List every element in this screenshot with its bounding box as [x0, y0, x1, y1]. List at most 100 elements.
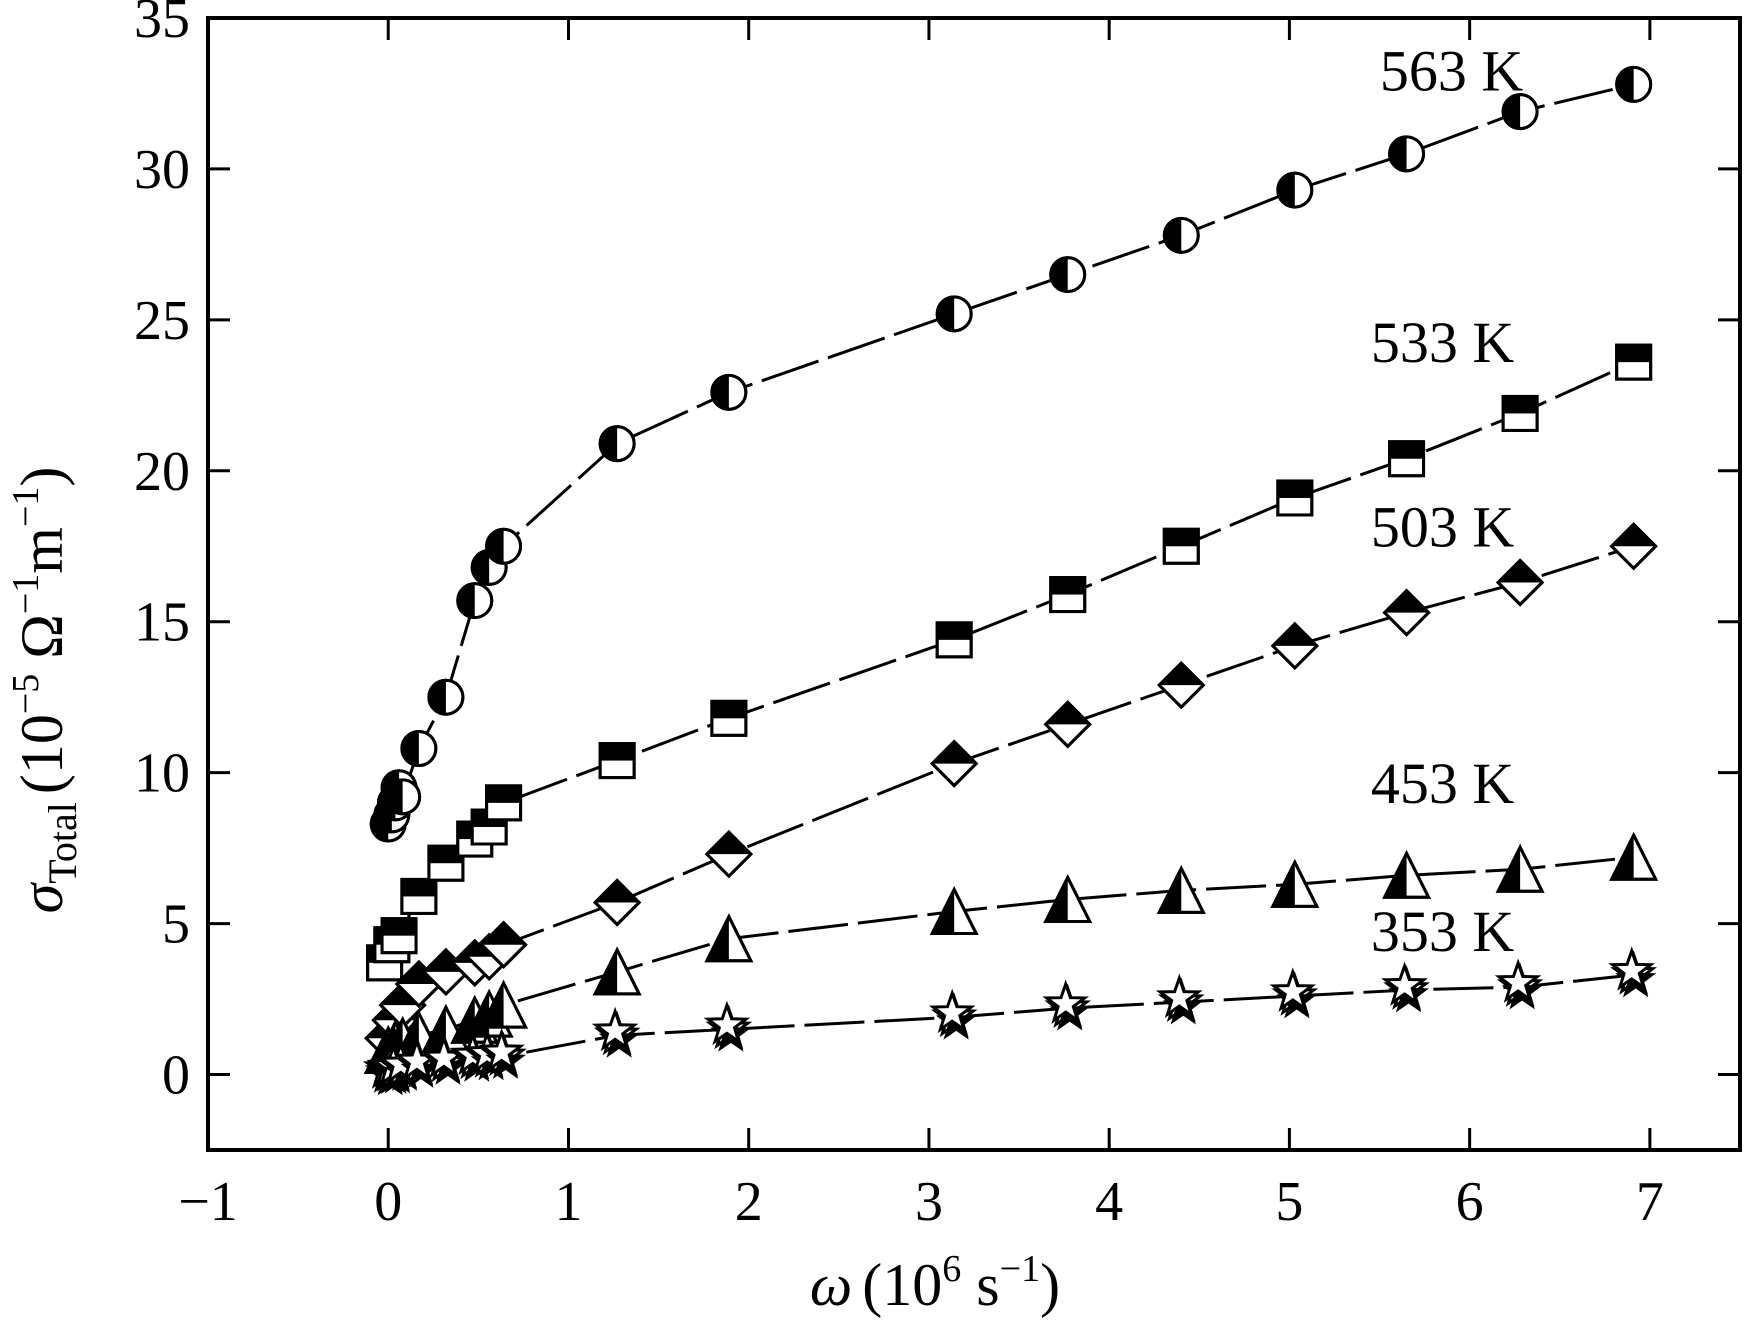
data-point [935, 621, 973, 659]
data-point [592, 946, 642, 996]
marker-fill [385, 779, 403, 814]
marker-outline [1162, 527, 1200, 565]
marker-outline [598, 742, 636, 780]
marker-outline [704, 830, 754, 879]
marker-outline [1155, 973, 1203, 1019]
marker-outline [1276, 171, 1314, 209]
x-tick-label: 5 [1275, 1171, 1303, 1233]
series-label: 453 K [1371, 751, 1515, 816]
data-point [703, 1000, 753, 1052]
marker-outline [935, 295, 973, 333]
data-point [1381, 961, 1430, 1013]
plot-frame [206, 16, 1742, 1152]
x-tick-label: 6 [1456, 1171, 1484, 1233]
data-point [1162, 527, 1200, 565]
data-point [479, 979, 529, 1029]
marker-outline [704, 913, 754, 963]
marker-outline [1495, 843, 1545, 893]
y-tick-label: 20 [134, 441, 190, 503]
marker-outline [485, 527, 523, 565]
x-tick-label: 4 [1095, 1171, 1123, 1233]
y-axis-unit-exp: −5 [5, 674, 47, 714]
marker-outline [1270, 621, 1319, 671]
data-point [591, 1006, 641, 1058]
series-563-k: 563 K [369, 38, 1653, 843]
data-point [710, 699, 748, 737]
data-point [456, 582, 494, 620]
y-tick-label: 5 [162, 894, 190, 956]
data-point [1155, 973, 1205, 1025]
data-point [1495, 843, 1545, 893]
data-point [1043, 874, 1093, 923]
data-point [1042, 979, 1092, 1031]
x-axis-title: ω (106 s−1) [810, 1248, 1060, 1318]
data-point [929, 886, 979, 936]
marker-fill [1616, 67, 1634, 102]
marker-outline [1615, 343, 1653, 381]
marker-outline [1042, 979, 1090, 1025]
x-tick-label: 3 [915, 1171, 943, 1233]
y-tick-label: 10 [134, 743, 190, 805]
marker-outline [1609, 831, 1659, 881]
marker-fill [1277, 173, 1295, 208]
data-point [1382, 588, 1431, 637]
data-point [427, 844, 465, 882]
data-point [710, 373, 748, 411]
marker-outline [485, 784, 523, 822]
data-point [400, 877, 438, 915]
data-point [1382, 849, 1431, 899]
marker-fill [711, 701, 746, 719]
data-point [1495, 558, 1545, 607]
data-point [598, 425, 636, 463]
data-point [400, 730, 438, 768]
x-tick-label: 1 [554, 1171, 582, 1233]
x-tick-label: 7 [1636, 1171, 1664, 1233]
x-axis-unit-exp2: −1 [1000, 1248, 1040, 1290]
marker-outline [930, 739, 979, 788]
marker-fill [1164, 529, 1199, 547]
x-tick-label: −1 [178, 1171, 238, 1233]
data-point [1156, 865, 1206, 914]
series-label: 503 K [1371, 494, 1515, 559]
x-axis-symbol: ω [810, 1252, 852, 1318]
marker-fill [401, 731, 419, 766]
series-503-k: 503 K [364, 494, 1658, 1063]
marker-outline [1269, 967, 1317, 1012]
y-axis-unit-mid: Ω [9, 614, 75, 674]
marker-fill [595, 880, 640, 903]
axes: −1 0 1 2 3 4 5 6 7 0 5 10 15 20 25 30 35 [134, 0, 1742, 1233]
marker-outline [1043, 874, 1093, 923]
marker-outline [1501, 93, 1539, 131]
data-point [1608, 946, 1658, 998]
data-point [1501, 394, 1539, 432]
marker-fill [428, 680, 446, 715]
marker-fill [1389, 441, 1424, 459]
marker-outline [478, 1027, 525, 1073]
marker-fill [1616, 345, 1651, 363]
marker-fill [486, 529, 504, 564]
y-axis-unit-exp3: −1 [5, 487, 47, 527]
marker-outline [427, 844, 465, 882]
marker-fill [428, 846, 463, 864]
marker-outline [1162, 216, 1200, 254]
marker-outline [1615, 65, 1653, 103]
marker-fill [1050, 577, 1085, 595]
marker-fill [481, 922, 526, 945]
marker-outline [598, 425, 636, 463]
marker-fill [937, 296, 955, 331]
data-point [1049, 256, 1087, 294]
y-axis-unit-mid2: m [9, 527, 75, 574]
marker-fill [486, 785, 521, 803]
data-point [1276, 479, 1314, 517]
data-point [1043, 700, 1092, 749]
data-point [930, 739, 979, 788]
y-tick-label: 35 [134, 0, 190, 50]
y-tick-label: 25 [134, 290, 190, 352]
y-axis-title: σTotal(10−5 Ω−1m−1) [5, 467, 85, 914]
data-point [593, 878, 642, 927]
data-point [1270, 859, 1320, 908]
marker-fill [457, 583, 475, 618]
x-tick-label: 0 [374, 1171, 402, 1233]
series-label: 533 K [1371, 310, 1515, 375]
marker-fill [1277, 480, 1312, 498]
